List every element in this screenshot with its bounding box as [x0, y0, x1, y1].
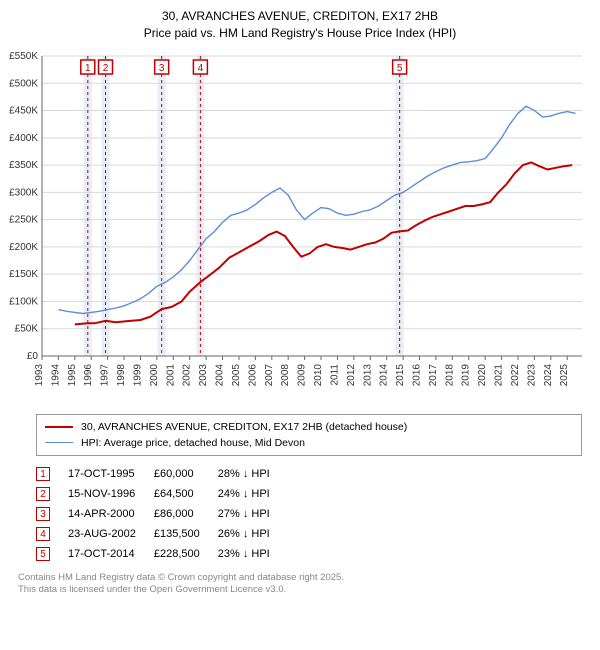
svg-text:2022: 2022: [510, 363, 521, 386]
svg-text:2001: 2001: [165, 363, 176, 386]
title-block: 30, AVRANCHES AVENUE, CREDITON, EX17 2HB…: [6, 8, 594, 42]
svg-text:1999: 1999: [132, 363, 143, 386]
svg-text:2: 2: [103, 63, 109, 74]
table-row: 2 15-NOV-1996£64,50024% ↓ HPI: [36, 484, 288, 504]
svg-text:4: 4: [198, 63, 204, 74]
svg-text:£300K: £300K: [9, 187, 38, 198]
legend-row: 30, AVRANCHES AVENUE, CREDITON, EX17 2HB…: [45, 419, 573, 435]
svg-text:1998: 1998: [116, 363, 127, 386]
sale-price: £64,500: [154, 484, 218, 504]
svg-text:2012: 2012: [346, 363, 357, 386]
legend-row: HPI: Average price, detached house, Mid …: [45, 435, 573, 451]
sale-date: 15-NOV-1996: [68, 484, 154, 504]
svg-text:£200K: £200K: [9, 242, 38, 253]
sale-marker-cell: 1: [36, 464, 68, 484]
sale-price: £86,000: [154, 504, 218, 524]
title-line1: 30, AVRANCHES AVENUE, CREDITON, EX17 2HB: [6, 8, 594, 25]
sale-date: 23-AUG-2002: [68, 524, 154, 544]
footer-note: Contains HM Land Registry data © Crown c…: [18, 572, 582, 597]
sale-marker-cell: 5: [36, 544, 68, 564]
svg-text:2006: 2006: [247, 363, 258, 386]
sale-date: 14-APR-2000: [68, 504, 154, 524]
svg-text:2009: 2009: [297, 363, 308, 386]
svg-text:2005: 2005: [231, 363, 242, 386]
chart-svg: £0 £50K £100K £150K £200K £250K £300K £350K £400…: [6, 48, 590, 408]
svg-text:£550K: £550K: [9, 51, 38, 62]
svg-text:3: 3: [159, 63, 165, 74]
legend-label: HPI: Average price, detached house, Mid …: [81, 437, 305, 449]
svg-text:2015: 2015: [395, 363, 406, 386]
svg-text:2021: 2021: [494, 363, 505, 386]
chart-container: 30, AVRANCHES AVENUE, CREDITON, EX17 2HB…: [0, 0, 600, 602]
sale-date: 17-OCT-2014: [68, 544, 154, 564]
sale-price: £60,000: [154, 464, 218, 484]
svg-text:2017: 2017: [428, 363, 439, 386]
sale-marker-box: 3: [36, 507, 50, 521]
svg-text:1995: 1995: [67, 363, 78, 386]
sale-price: £135,500: [154, 524, 218, 544]
svg-text:£350K: £350K: [9, 160, 38, 171]
table-row: 5 17-OCT-2014£228,50023% ↓ HPI: [36, 544, 288, 564]
svg-text:1993: 1993: [34, 363, 45, 386]
sale-marker-cell: 3: [36, 504, 68, 524]
title-line2: Price paid vs. HM Land Registry's House …: [6, 25, 594, 42]
sale-marker-cell: 4: [36, 524, 68, 544]
svg-text:1: 1: [85, 63, 91, 74]
legend: 30, AVRANCHES AVENUE, CREDITON, EX17 2HB…: [36, 414, 582, 456]
svg-text:£400K: £400K: [9, 132, 38, 143]
svg-text:2004: 2004: [215, 363, 226, 386]
svg-text:2013: 2013: [362, 363, 373, 386]
svg-text:5: 5: [397, 63, 403, 74]
table-row: 4 23-AUG-2002£135,50026% ↓ HPI: [36, 524, 288, 544]
svg-text:2014: 2014: [379, 363, 390, 386]
sale-delta: 24% ↓ HPI: [218, 484, 288, 504]
svg-text:1996: 1996: [83, 363, 94, 386]
svg-text:2025: 2025: [559, 363, 570, 386]
legend-swatch: [45, 442, 73, 443]
svg-text:£100K: £100K: [9, 296, 38, 307]
svg-text:2002: 2002: [182, 363, 193, 386]
sales-table: 1 17-OCT-1995£60,00028% ↓ HPI 2 15-NOV-1996…: [36, 464, 288, 564]
svg-text:£0: £0: [27, 351, 39, 362]
footer-line2: This data is licensed under the Open Gov…: [18, 584, 582, 596]
sale-delta: 23% ↓ HPI: [218, 544, 288, 564]
svg-text:2020: 2020: [477, 363, 488, 386]
svg-text:2019: 2019: [461, 363, 472, 386]
svg-text:2003: 2003: [198, 363, 209, 386]
svg-text:2016: 2016: [412, 363, 423, 386]
sale-marker-box: 4: [36, 527, 50, 541]
svg-text:1994: 1994: [50, 363, 61, 386]
svg-text:2011: 2011: [329, 363, 340, 385]
sale-price: £228,500: [154, 544, 218, 564]
svg-text:£500K: £500K: [9, 78, 38, 89]
svg-text:2024: 2024: [543, 363, 554, 386]
sale-marker-box: 2: [36, 487, 50, 501]
svg-text:2007: 2007: [264, 363, 275, 386]
chart: £0 £50K £100K £150K £200K £250K £300K £350K £400…: [6, 48, 594, 408]
footer-line1: Contains HM Land Registry data © Crown c…: [18, 572, 582, 584]
svg-text:2000: 2000: [149, 363, 160, 386]
svg-text:2018: 2018: [444, 363, 455, 386]
svg-text:£250K: £250K: [9, 214, 38, 225]
svg-text:£150K: £150K: [9, 269, 38, 280]
svg-text:2008: 2008: [280, 363, 291, 386]
svg-text:2023: 2023: [526, 363, 537, 386]
sale-marker-cell: 2: [36, 484, 68, 504]
svg-text:2010: 2010: [313, 363, 324, 386]
table-row: 1 17-OCT-1995£60,00028% ↓ HPI: [36, 464, 288, 484]
legend-label: 30, AVRANCHES AVENUE, CREDITON, EX17 2HB…: [81, 421, 407, 433]
sale-delta: 26% ↓ HPI: [218, 524, 288, 544]
sale-date: 17-OCT-1995: [68, 464, 154, 484]
table-row: 3 14-APR-2000£86,00027% ↓ HPI: [36, 504, 288, 524]
svg-text:£50K: £50K: [15, 323, 39, 334]
svg-text:1997: 1997: [100, 363, 111, 386]
sale-marker-box: 5: [36, 547, 50, 561]
sale-delta: 27% ↓ HPI: [218, 504, 288, 524]
svg-text:£450K: £450K: [9, 105, 38, 116]
sale-delta: 28% ↓ HPI: [218, 464, 288, 484]
sale-marker-box: 1: [36, 467, 50, 481]
legend-swatch: [45, 426, 73, 428]
